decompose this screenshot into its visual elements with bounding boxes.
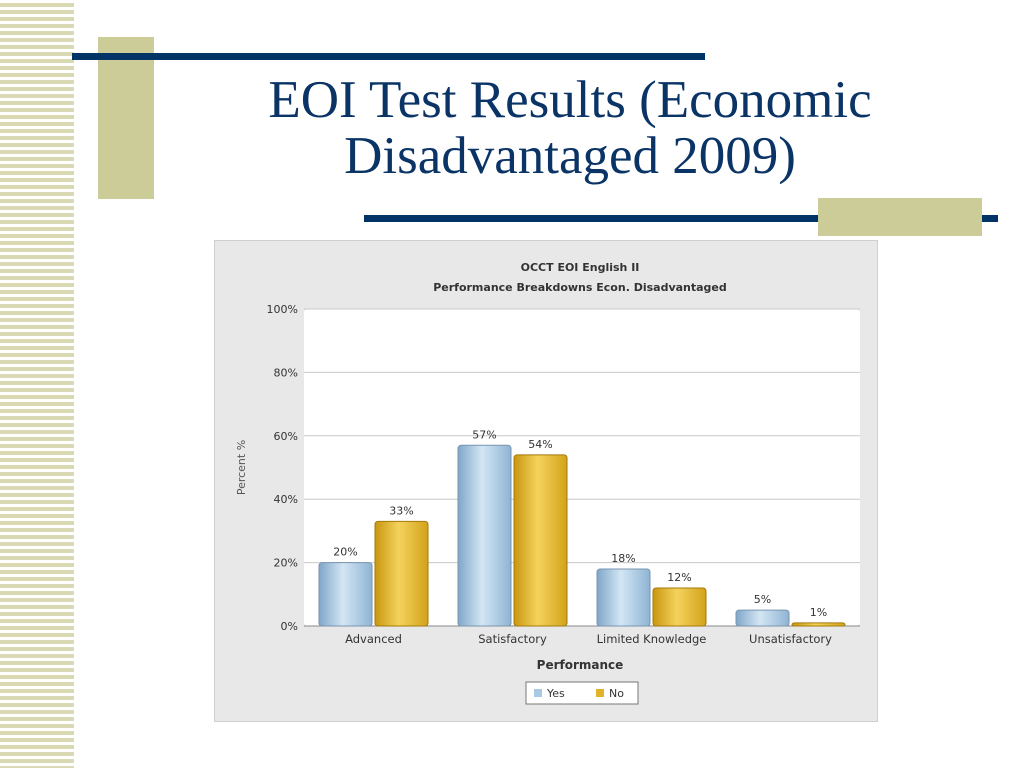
bar-no: [791, 622, 846, 627]
x-axis-label: Performance: [537, 658, 624, 672]
legend-swatch-no: [596, 689, 604, 697]
x-tick-label: Advanced: [345, 632, 402, 646]
title-bottom-rule: [364, 215, 998, 222]
y-tick-label: 60%: [274, 430, 298, 443]
data-label: 57%: [472, 428, 496, 441]
legend-box: [525, 681, 639, 705]
chart-title: OCCT EOI English II: [521, 261, 640, 274]
y-tick-label: 100%: [267, 303, 298, 316]
slide-title: EOI Test Results (Economic Disadvantaged…: [170, 72, 970, 184]
x-tick-label: Satisfactory: [478, 632, 547, 646]
bar-no: [374, 520, 429, 627]
title-accent-block: [98, 37, 154, 199]
data-label: 1%: [810, 606, 827, 619]
plot-area: [304, 309, 860, 626]
data-label: 20%: [333, 546, 357, 559]
x-tick-label: Limited Knowledge: [597, 632, 707, 646]
data-label: 5%: [754, 593, 771, 606]
y-axis-label: Percent %: [235, 440, 248, 495]
bar-yes: [318, 562, 373, 627]
data-label: 18%: [611, 552, 635, 565]
legend-label-no: No: [609, 687, 624, 700]
y-tick-label: 40%: [274, 493, 298, 506]
data-label: 12%: [667, 571, 691, 584]
bar-no: [652, 587, 707, 627]
bar-yes: [735, 609, 790, 627]
bar-chart: OCCT EOI English II Performance Breakdown…: [235, 261, 860, 705]
bar-no: [513, 454, 568, 627]
chart-panel: OCCT EOI English II Performance Breakdown…: [214, 240, 878, 722]
data-label: 54%: [528, 438, 552, 451]
y-tick-label: 20%: [274, 557, 298, 570]
title-accent-block-right: [818, 198, 982, 236]
bar-yes: [596, 568, 651, 627]
chart-subtitle: Performance Breakdowns Econ. Disadvantag…: [433, 281, 727, 294]
data-label: 33%: [389, 504, 413, 517]
legend-swatch-yes: [534, 689, 542, 697]
title-top-rule: [72, 53, 705, 60]
y-tick-label: 0%: [281, 620, 298, 633]
legend-label-yes: Yes: [546, 687, 565, 700]
slide-title-line-1: EOI Test Results (Economic: [268, 71, 872, 129]
y-tick-label: 80%: [274, 366, 298, 379]
left-stripe-decoration: [0, 0, 74, 768]
bar-yes: [457, 444, 512, 627]
slide-title-line-2: Disadvantaged 2009): [344, 127, 796, 185]
x-tick-label: Unsatisfactory: [749, 632, 832, 646]
